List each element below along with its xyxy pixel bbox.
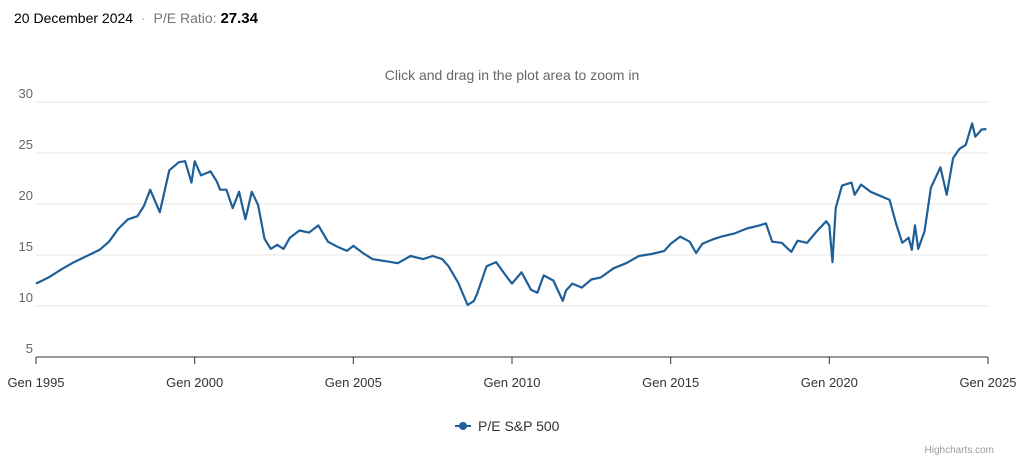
chart-subtitle: Click and drag in the plot area to zoom …: [384, 67, 640, 83]
y-tick-label: 20: [19, 188, 33, 203]
x-tick-label: Gen 2000: [166, 375, 223, 390]
y-tick-label: 15: [19, 239, 33, 254]
header-separator: ·: [140, 10, 146, 26]
credit-link[interactable]: Highcharts.com: [924, 445, 994, 456]
price-header: 20 December 2024 · P/E Ratio: 27.34: [14, 10, 258, 27]
x-tick-label: Gen 2010: [483, 375, 540, 390]
header-date: 20 December 2024: [14, 10, 134, 26]
x-tick-label: Gen 1995: [7, 375, 64, 390]
header-label: P/E Ratio:: [153, 10, 217, 26]
series-line[interactable]: [35, 122, 987, 307]
y-tick-label: 30: [19, 86, 33, 101]
header-value: 27.34: [220, 10, 258, 27]
x-tick-label: Gen 2020: [801, 375, 858, 390]
y-tick-label: 25: [19, 137, 33, 152]
x-tick-label: Gen 2005: [325, 375, 382, 390]
legend[interactable]: P/E S&P 500: [455, 418, 560, 434]
series-layer[interactable]: [35, 122, 987, 307]
x-tick-label: Gen 2015: [642, 375, 699, 390]
y-tick-label: 10: [19, 290, 33, 305]
x-axis: Gen 1995 Gen 2000 Gen 2005 Gen 2010 Gen 2015…: [7, 356, 1017, 390]
legend-marker: [459, 422, 467, 430]
legend-label[interactable]: P/E S&P 500: [478, 418, 560, 434]
y-axis: 5 10 15 20 25 30: [19, 86, 33, 356]
y-tick-label: 5: [26, 341, 33, 356]
grid-layer: [36, 101, 988, 307]
x-tick-label: Gen 2025: [959, 375, 1016, 390]
